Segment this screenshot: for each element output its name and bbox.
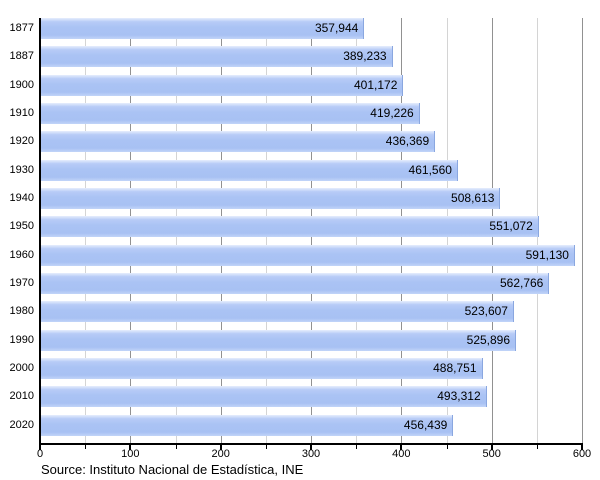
y-axis-label-2020: 2020 — [9, 418, 34, 431]
bar-value-label: 456,439 — [403, 417, 448, 432]
y-axis-label-1900: 1900 — [9, 78, 34, 91]
bar-value-label: 357,944 — [314, 21, 359, 35]
y-axis-label-1960: 1960 — [9, 248, 34, 261]
x-tick-label: 300 — [301, 448, 321, 460]
y-axis-label-1930: 1930 — [9, 163, 34, 176]
source-caption: Source: Instituto Nacional de Estadístic… — [41, 462, 304, 477]
bar-value-label: 551,072 — [489, 219, 533, 234]
x-tick-major — [219, 445, 222, 450]
bar-2000: 488,751 — [41, 358, 483, 379]
x-tick-major — [129, 445, 132, 450]
x-tick-label: 100 — [121, 448, 140, 460]
x-tick-label: 0 — [36, 448, 44, 460]
x-tick-major — [581, 445, 583, 450]
x-tick-major — [400, 445, 403, 450]
x-tick-label: 400 — [392, 448, 411, 460]
y-axis-label-1940: 1940 — [9, 192, 34, 204]
bar-2010: 493,312 — [41, 386, 487, 408]
y-axis-label-1950: 1950 — [9, 220, 34, 233]
x-tick-minor — [265, 445, 267, 449]
x-tick-label: 200 — [211, 448, 230, 460]
x-tick-major — [310, 445, 312, 450]
bar-1930: 461,560 — [41, 159, 458, 181]
x-tick-minor — [175, 445, 177, 449]
y-axis-label-1920: 1920 — [9, 135, 34, 148]
bar-value-label: 523,607 — [464, 304, 508, 319]
bar-1940: 508,613 — [41, 188, 501, 209]
y-axis-label-1910: 1910 — [9, 107, 34, 119]
bar-value-label: 562,766 — [499, 276, 544, 290]
bar-2020: 456,439 — [41, 414, 454, 436]
x-tick-minor — [356, 445, 358, 449]
y-axis-label-2000: 2000 — [9, 362, 34, 374]
bar-value-label: 461,560 — [408, 162, 452, 177]
bar-1877: 357,944 — [41, 18, 365, 39]
bar-value-label: 488,751 — [433, 361, 477, 375]
bar-1980: 523,607 — [41, 301, 514, 323]
bar-1990: 525,896 — [41, 329, 517, 351]
y-axis-label-1887: 1887 — [9, 50, 34, 63]
bar-value-label: 401,172 — [354, 77, 398, 92]
y-axis-label-1970: 1970 — [9, 277, 34, 289]
bar-value-label: 436,369 — [385, 134, 430, 149]
bar-1970: 562,766 — [41, 273, 550, 294]
bar-1910: 419,226 — [41, 103, 420, 124]
bar-1887: 389,233 — [41, 46, 393, 68]
x-tick-minor — [446, 445, 448, 449]
y-axis-label-2010: 2010 — [9, 390, 34, 403]
bar-value-label: 508,613 — [451, 191, 495, 205]
x-tick-major — [39, 445, 41, 450]
bar-1900: 401,172 — [41, 74, 404, 96]
gridline-major — [582, 18, 583, 445]
bar-value-label: 493,312 — [437, 389, 481, 404]
x-tick-label: 500 — [482, 448, 501, 460]
x-tick-minor — [536, 445, 538, 449]
bar-1950: 551,072 — [41, 216, 539, 238]
y-axis-line — [39, 18, 41, 445]
bar-value-label: 419,226 — [370, 106, 414, 120]
x-tick-major — [490, 445, 493, 450]
y-axis-label-1877: 1877 — [9, 22, 34, 34]
bar-1960: 591,130 — [41, 244, 575, 266]
x-tick-label: 600 — [572, 448, 592, 460]
y-axis-label-1980: 1980 — [9, 305, 34, 318]
x-axis-line — [39, 443, 583, 445]
bar-value-label: 389,233 — [343, 49, 387, 64]
bar-1920: 436,369 — [41, 131, 436, 153]
bar-value-label: 591,130 — [525, 247, 569, 262]
bar-value-label: 525,896 — [466, 332, 511, 347]
x-tick-minor — [85, 445, 87, 449]
y-axis-label-1990: 1990 — [9, 333, 34, 346]
